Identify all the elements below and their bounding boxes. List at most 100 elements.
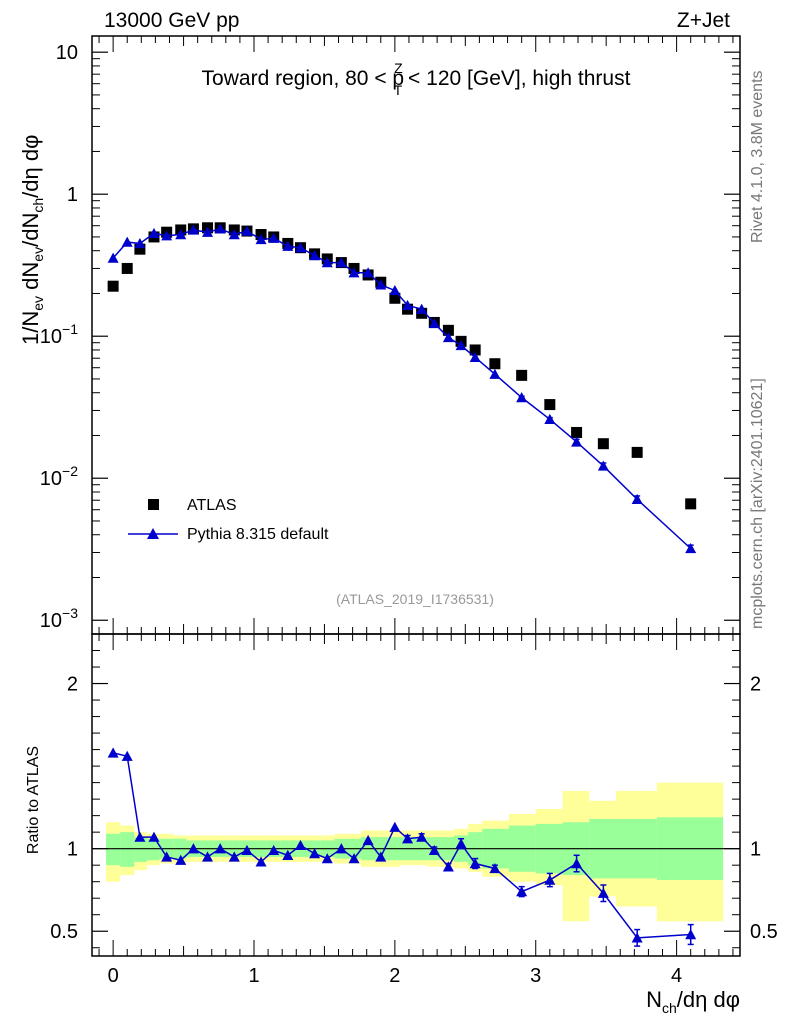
y-tick-label: 10 (56, 42, 78, 64)
ratio-point (455, 838, 467, 849)
ratio-point (268, 844, 280, 855)
ratio-point (202, 851, 214, 862)
uncertainty-band-inner (106, 833, 121, 866)
ratio-point (375, 851, 387, 862)
mc-point (134, 237, 146, 249)
mc-point (161, 230, 173, 241)
ratio-point (597, 887, 609, 898)
mc-point (255, 233, 267, 245)
legend-atlas-label: ATLAS (187, 497, 237, 514)
y-tick-label: 10−3 (40, 605, 78, 632)
ratio-point (282, 849, 294, 860)
ratio-frame (91, 633, 741, 957)
mc-point (428, 317, 440, 329)
energy-label: 13000 GeV pp (104, 9, 239, 32)
ratio-point (321, 853, 333, 864)
ratio-point (428, 844, 440, 855)
atlas-point (107, 280, 119, 292)
ratio-ylabel: Ratio to ATLAS (25, 746, 42, 854)
atlas-point (516, 369, 528, 381)
mc-point (469, 351, 481, 363)
ratio-point (121, 750, 133, 761)
uncertainty-band-inner (120, 832, 135, 867)
mc-point (214, 223, 226, 234)
mc-point (389, 284, 401, 296)
mc-point (402, 299, 414, 310)
mc-point (148, 227, 160, 239)
mc-point (362, 267, 374, 278)
atlas-point (121, 262, 133, 274)
mc-point (631, 493, 643, 505)
ratio-axes: 2 2 1 1 0.5 0.5 0 1 2 3 4 (50, 634, 778, 987)
ratio-point (175, 854, 187, 865)
atlas-point (442, 324, 454, 336)
ratio-y-tick-label-right: 0.5 (750, 921, 778, 943)
y-tick-label: 10−1 (40, 321, 78, 348)
ratio-y-tick-label-left: 2 (67, 674, 78, 696)
atlas-point (631, 446, 643, 458)
ratio-point (389, 821, 401, 832)
mc-point (489, 368, 501, 379)
ratio-point (134, 831, 146, 842)
atlas-point (469, 344, 481, 356)
uncertainty-band-inner (146, 838, 160, 861)
ratio-point (107, 747, 119, 758)
legend-mc-label: Pythia 8.315 default (187, 526, 329, 543)
mc-point (107, 252, 119, 263)
mc-point (348, 267, 360, 278)
atlas-point (544, 399, 556, 411)
mc-point (455, 340, 467, 351)
ratio-point (348, 853, 360, 864)
ratio-point (148, 831, 160, 842)
uncertainty-band-inner (134, 837, 147, 862)
ratio-plot-area (92, 747, 740, 947)
xlabel: Nch/dη dφ (646, 987, 740, 1016)
mc-point (442, 331, 454, 343)
mc-point (321, 257, 333, 268)
ratio-y-tick-label-left: 0.5 (50, 921, 78, 943)
atlas-point (389, 292, 401, 304)
process-label: Z+Jet (677, 9, 730, 32)
atlas-point (134, 243, 146, 255)
ratio-y-tick-label-right: 2 (750, 674, 761, 696)
mc-point (294, 242, 306, 253)
mc-point (416, 303, 428, 314)
ratio-point (294, 839, 306, 851)
ratio-y-tick-label-right: 1 (750, 839, 761, 861)
ratio-point (516, 886, 528, 897)
ratio-point (241, 844, 253, 855)
mc-point (309, 250, 321, 261)
ratio-point (544, 874, 556, 885)
ratio-point (571, 858, 583, 869)
y-tick-label: 1 (67, 184, 78, 206)
plot-title: Toward region, 80 < pZ T < 120 [GeV], hig… (202, 60, 631, 98)
mc-point (544, 413, 556, 424)
ratio-point (631, 932, 643, 943)
rivet-label: Rivet 4.1.0, 3.8M events (749, 70, 766, 243)
mc-point (597, 460, 609, 471)
ratio-point (362, 834, 374, 846)
legend-atlas-marker (148, 499, 159, 510)
atlas-point (489, 358, 501, 370)
x-tick-label: 2 (389, 965, 400, 987)
mc-point (516, 392, 528, 403)
ratio-y-tick-label-left: 1 (67, 839, 78, 861)
ratio-point (416, 831, 428, 842)
mc-point (228, 229, 240, 240)
ratio-point (161, 851, 173, 862)
legend-mc-marker (147, 528, 159, 539)
ratio-point (187, 843, 199, 854)
ratio-point (214, 843, 226, 854)
y-tick-label: 10−2 (40, 463, 78, 490)
mc-point (121, 236, 133, 247)
mc-point (175, 229, 187, 240)
atlas-point (597, 438, 609, 450)
mc-point (282, 240, 294, 251)
mc-point (268, 232, 280, 243)
ratio-point (442, 861, 454, 872)
ratio-point (489, 862, 501, 874)
atlas-point (571, 426, 583, 438)
x-tick-label: 0 (108, 965, 119, 987)
ratio-point (335, 843, 347, 854)
legend: ATLAS Pythia 8.315 default (128, 497, 329, 543)
